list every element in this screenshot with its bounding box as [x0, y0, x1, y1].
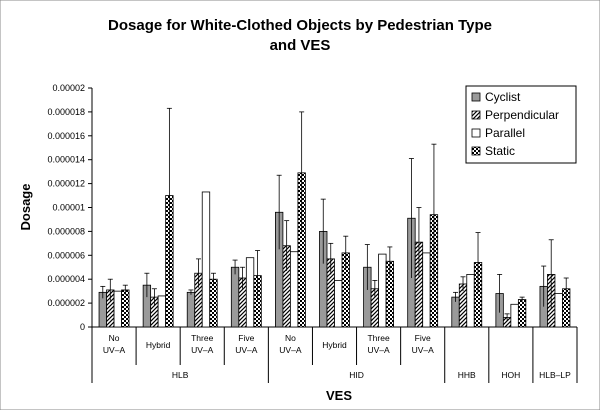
- x-category-label: UV–A: [279, 345, 302, 355]
- x-category-label: Hybrid: [146, 340, 171, 350]
- legend-label-parallel: Parallel: [485, 126, 525, 140]
- bar-parallel-3: [245, 257, 255, 328]
- chart-title-line-1: Dosage for White-Clothed Objects by Pede…: [108, 17, 492, 34]
- bar-parallel-10: [554, 293, 563, 328]
- legend-swatch-parallel: [471, 128, 481, 138]
- x-category-label: UV–A: [412, 345, 435, 355]
- x-category-label: UV–A: [367, 345, 390, 355]
- y-tick-label: 0: [80, 322, 85, 332]
- y-tick-label: 0.000018: [47, 107, 85, 117]
- y-tick-label: 0.00002: [52, 83, 85, 93]
- x-axis-label: VES: [326, 388, 352, 403]
- x-category-label: No: [109, 333, 120, 343]
- x-category-label: No: [285, 333, 296, 343]
- group-label-2: HHB: [458, 370, 476, 380]
- x-category-label: Five: [238, 333, 254, 343]
- group-label-0: HLB: [172, 370, 189, 380]
- y-tick-label: 0.000006: [47, 250, 85, 260]
- legend-swatch-static: [471, 146, 481, 156]
- bar-parallel-6: [378, 253, 387, 328]
- y-tick-label: 0.00001: [52, 203, 85, 213]
- y-tick-label: 0.000012: [47, 179, 85, 189]
- bar-static-9: [517, 299, 527, 328]
- legend-label-static: Static: [485, 144, 515, 158]
- bar-parallel-4: [290, 251, 299, 328]
- bar-cyclist-2: [186, 291, 196, 328]
- y-tick-label: 0.000004: [47, 274, 85, 284]
- y-axis-label: Dosage: [18, 184, 33, 231]
- x-category-label: UV–A: [103, 345, 126, 355]
- group-label-3: HOH: [501, 370, 520, 380]
- y-tick-label: 0.000016: [47, 131, 85, 141]
- x-category-label: UV–A: [235, 345, 258, 355]
- bar-parallel-5: [334, 279, 343, 328]
- chart-title-line-2: and VES: [270, 37, 331, 54]
- group-label-4: HLB–LP: [539, 370, 571, 380]
- x-category-label: UV–A: [191, 345, 214, 355]
- group-label-1: HID: [349, 370, 364, 380]
- y-tick-label: 0.000014: [47, 155, 85, 165]
- x-category-label: Three: [191, 333, 213, 343]
- bar-parallel-1: [157, 295, 167, 328]
- x-category-label: Three: [367, 333, 389, 343]
- bar-cyclist-3: [230, 266, 240, 328]
- bar-parallel-2: [201, 191, 211, 328]
- bar-parallel-8: [466, 274, 475, 328]
- legend-swatch-cyclist: [471, 92, 481, 102]
- bar-parallel-0: [113, 290, 122, 328]
- bar-static-2: [209, 278, 218, 328]
- x-category-label: Five: [415, 333, 431, 343]
- legend-label-perpendicular: Perpendicular: [485, 108, 559, 122]
- y-tick-label: 0.000002: [47, 298, 85, 308]
- bar-static-0: [121, 289, 130, 328]
- x-category-label: Hybrid: [322, 340, 347, 350]
- legend-label-cyclist: Cyclist: [485, 90, 521, 104]
- bar-parallel-7: [422, 252, 431, 328]
- y-tick-label: 0.000008: [47, 226, 85, 236]
- legend-swatch-perpendicular: [471, 110, 481, 120]
- legend-box: [465, 85, 577, 164]
- plot-area: 0 0.000002 0.000004 0.000006 0.000008 0.00001…: [47, 83, 578, 383]
- bar-parallel-9: [510, 303, 519, 328]
- legend: Cyclist Perpendicular Parallel Static: [465, 85, 577, 164]
